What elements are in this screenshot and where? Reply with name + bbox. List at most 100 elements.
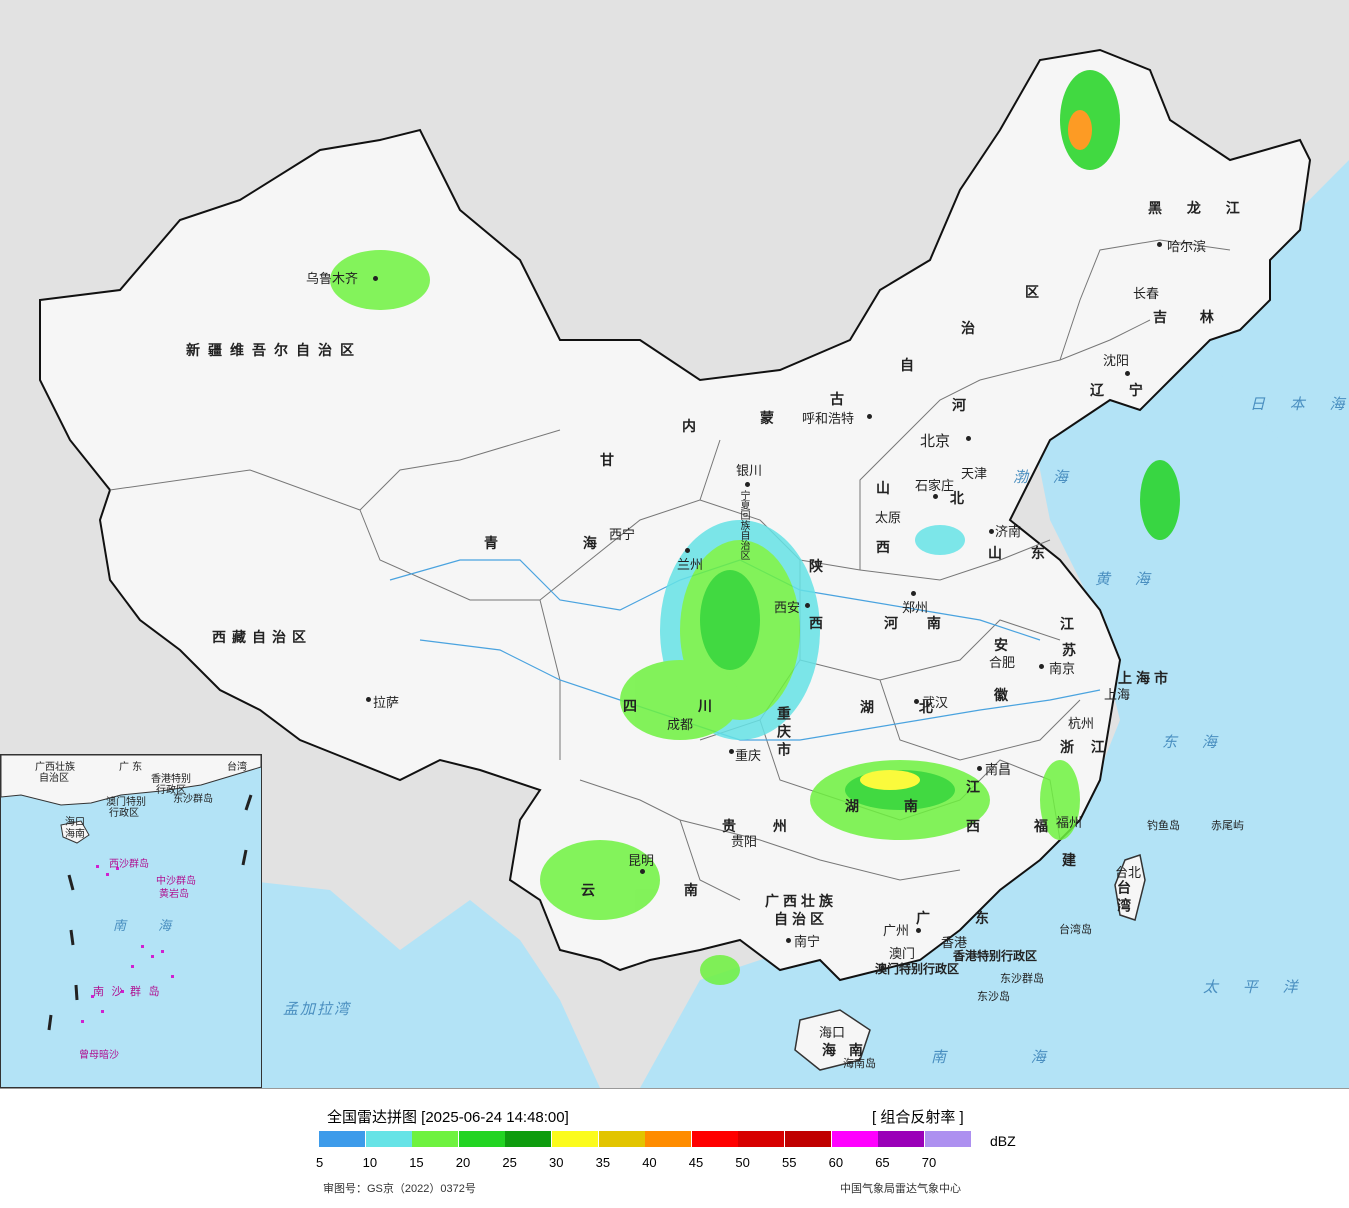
province-label: 建 bbox=[1062, 853, 1094, 869]
city-label: 上海 bbox=[1104, 688, 1131, 703]
city-label: 重庆 bbox=[735, 749, 762, 764]
city-label: 昆明 bbox=[628, 854, 655, 869]
city-label: 海口 bbox=[819, 1026, 846, 1041]
city-marker bbox=[916, 928, 921, 933]
inset-label: 中沙群岛 bbox=[156, 876, 196, 887]
city-marker bbox=[685, 548, 690, 553]
inset-label: 海南 bbox=[65, 829, 85, 840]
province-label: 河 南 bbox=[884, 616, 953, 632]
city-label: 武汉 bbox=[922, 696, 949, 711]
province-label: 徽 bbox=[994, 688, 1026, 704]
province-label: 北 bbox=[950, 491, 982, 507]
inset-label: 东沙群岛 bbox=[173, 794, 213, 805]
inset-label: 自治区 bbox=[39, 773, 69, 784]
approval-number: 审图号：GS京（2022）0372号 bbox=[323, 1183, 476, 1195]
province-label: 香港特别行政区 bbox=[953, 949, 1038, 963]
province-label: 安 bbox=[994, 638, 1026, 654]
city-label: 香港 bbox=[941, 936, 968, 951]
province-label: 河 bbox=[952, 398, 984, 414]
island-label: 台湾岛 bbox=[1059, 923, 1092, 936]
color-swatch bbox=[924, 1131, 971, 1147]
province-label: 新疆维吾尔自治区 bbox=[186, 343, 362, 359]
province-label: 西 bbox=[966, 819, 998, 835]
province-label: 海 南 bbox=[822, 1043, 867, 1059]
city-label: 北京 bbox=[920, 432, 951, 450]
color-swatch bbox=[365, 1131, 412, 1147]
city-marker bbox=[914, 699, 919, 704]
city-marker bbox=[1125, 371, 1130, 376]
province-label: 广西壮族自治区 bbox=[765, 894, 837, 928]
inset-label: 行政区 bbox=[156, 785, 186, 796]
unit-label: dBZ bbox=[990, 1133, 1016, 1149]
province-label: 自 bbox=[900, 358, 932, 374]
city-label: 济南 bbox=[995, 525, 1022, 540]
sea-label: 黄 海 bbox=[1095, 570, 1160, 588]
province-label: 区 bbox=[1025, 285, 1057, 301]
center-name: 中国气象局雷达气象中心 bbox=[840, 1183, 961, 1195]
scale-tick: 10 bbox=[362, 1155, 378, 1170]
south-china-sea-inset: 广西壮族 自治区 广 东 台湾 香港特别 行政区 澳门特别 行政区 东沙群岛 海… bbox=[0, 754, 262, 1088]
inset-label: 台湾 bbox=[227, 762, 247, 773]
city-label: 沈阳 bbox=[1103, 354, 1130, 369]
scale-tick: 30 bbox=[549, 1155, 564, 1170]
province-label: 山 东 bbox=[988, 546, 1057, 562]
color-swatch bbox=[412, 1131, 459, 1147]
bay-of-bengal bbox=[240, 880, 600, 1088]
island-label: 东沙岛 bbox=[977, 990, 1010, 1003]
city-label: 拉萨 bbox=[373, 696, 400, 711]
inset-label: 西沙群岛 bbox=[109, 859, 149, 870]
city-label: 天津 bbox=[961, 467, 988, 482]
city-label: 西宁 bbox=[609, 528, 636, 543]
province-label: 湖 南 bbox=[845, 799, 938, 815]
color-swatch bbox=[319, 1131, 365, 1147]
inset-label: 黄岩岛 bbox=[159, 889, 189, 900]
city-marker bbox=[911, 591, 916, 596]
scale-tick: 70 bbox=[921, 1155, 937, 1170]
city-label: 台北 bbox=[1115, 866, 1142, 881]
inset-label: 曾母暗沙 bbox=[79, 1050, 119, 1061]
province-label: 古 bbox=[830, 392, 862, 408]
province-label: 吉 林 bbox=[1153, 310, 1228, 326]
city-label: 石家庄 bbox=[915, 479, 955, 494]
scale-tick: 55 bbox=[782, 1155, 797, 1170]
province-label: 川 bbox=[698, 699, 730, 715]
inset-label: 行政区 bbox=[109, 808, 139, 819]
inset-label: 海口 bbox=[65, 817, 85, 828]
city-label: 西安 bbox=[774, 601, 801, 616]
province-label: 内 bbox=[682, 419, 714, 435]
scale-tick: 25 bbox=[502, 1155, 517, 1170]
inset-label: 广 东 bbox=[119, 762, 143, 773]
sea-label: 太 平 洋 bbox=[1203, 978, 1308, 996]
province-label: 西 bbox=[809, 616, 841, 632]
city-label: 郑州 bbox=[902, 601, 929, 616]
inset-label: 广西壮族 bbox=[35, 762, 75, 773]
province-label: 黑 龙 江 bbox=[1148, 201, 1250, 217]
color-swatch bbox=[505, 1131, 552, 1147]
scale-tick: 15 bbox=[409, 1155, 424, 1170]
color-swatch bbox=[598, 1131, 645, 1147]
sea-label: 东 海 bbox=[1162, 733, 1227, 751]
color-swatch bbox=[691, 1131, 738, 1147]
island-label: 东沙群岛 bbox=[1000, 972, 1044, 985]
taiwan-island bbox=[1114, 854, 1146, 921]
city-marker bbox=[745, 482, 750, 487]
province-label: 澳门特别行政区 bbox=[875, 962, 960, 976]
city-label: 银川 bbox=[736, 464, 763, 479]
province-label: 蒙 bbox=[760, 411, 792, 427]
radar-echoes bbox=[330, 70, 1180, 985]
province-label: 台湾 bbox=[1115, 880, 1131, 916]
legend-title: 全国雷达拼图 [2025-06-24 14:48:00] bbox=[327, 1109, 569, 1126]
product-label: [ 组合反射率 ] bbox=[872, 1109, 964, 1126]
map-base bbox=[39, 48, 1349, 1088]
province-label: 辽 宁 bbox=[1090, 383, 1153, 399]
city-marker bbox=[786, 938, 791, 943]
province-label: 云 南 bbox=[581, 883, 740, 899]
inset-label: 香港特别 bbox=[151, 774, 191, 785]
inset-base bbox=[1, 755, 261, 1031]
scale-tick: 35 bbox=[595, 1155, 611, 1170]
province-label: 江 bbox=[966, 780, 998, 796]
city-label: 哈尔滨 bbox=[1167, 240, 1207, 255]
city-label: 兰州 bbox=[677, 558, 704, 573]
city-marker bbox=[1039, 664, 1044, 669]
sea-area bbox=[640, 250, 1349, 1088]
